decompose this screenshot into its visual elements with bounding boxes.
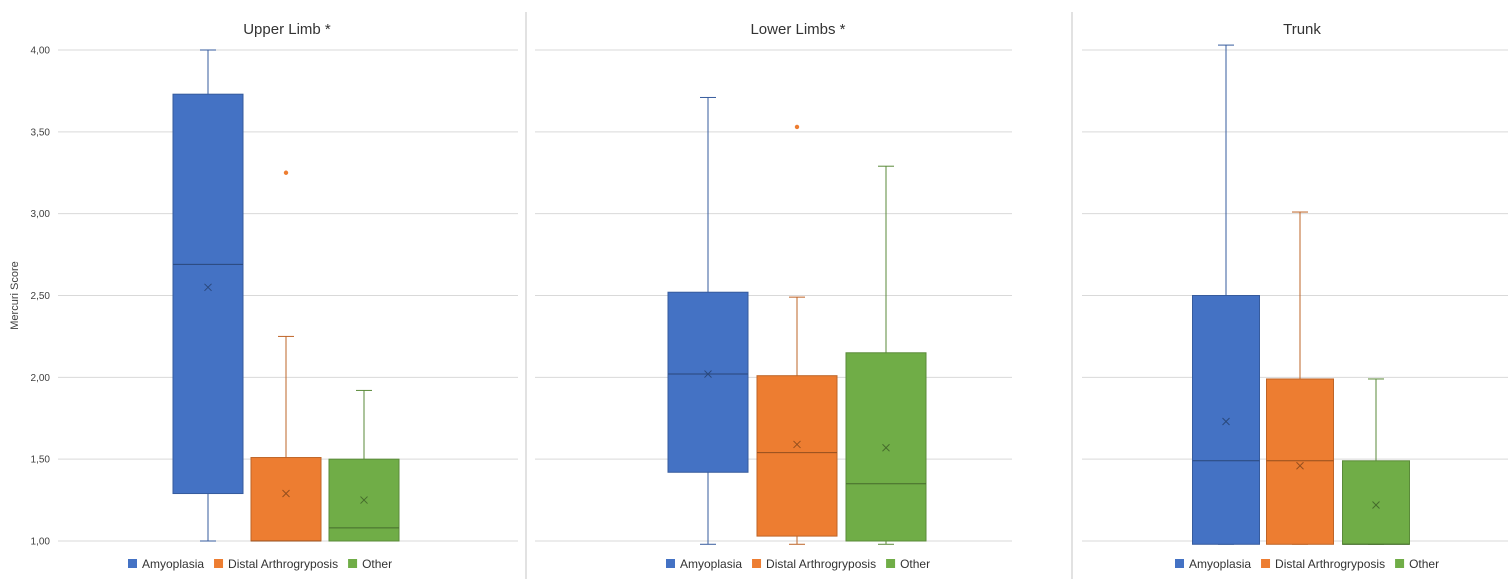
y-tick-label: 4,00	[31, 46, 51, 57]
legend-swatch	[348, 559, 358, 568]
chart-title: Trunk	[1283, 21, 1321, 38]
box-distal-arthrogryposis	[1266, 211, 1334, 545]
mean-marker	[1222, 417, 1230, 426]
chart-title: Upper Limb *	[243, 21, 331, 38]
y-tick-label: 3,50	[31, 127, 51, 138]
box-body	[250, 457, 322, 542]
y-tick-label: 1,50	[31, 455, 51, 466]
mean-marker	[1296, 461, 1304, 470]
outlier-point	[794, 124, 800, 130]
legend: Amyoplasia Distal Arthrogryposis Other	[666, 557, 930, 571]
y-tick-label: 2,00	[31, 373, 51, 384]
box-body	[172, 93, 244, 495]
box-body	[845, 352, 927, 542]
legend-swatch	[1175, 559, 1184, 568]
box-body	[756, 375, 838, 537]
mean-marker	[282, 489, 290, 498]
chart-panel-2: Lower Limbs * Amyoplasia Distal Arthrogryp…	[535, 21, 1012, 571]
box-body	[667, 291, 749, 473]
mean-marker	[204, 283, 212, 292]
chart-panel-3: Trunk Amyoplasia Distal Arthrogryposis Othe…	[1082, 21, 1508, 571]
legend-entry: Amyoplasia	[142, 557, 204, 571]
box-other	[845, 165, 927, 545]
mean-marker	[1372, 501, 1380, 509]
legend-entry: Amyoplasia	[680, 557, 742, 571]
box-other	[328, 389, 400, 542]
outlier-point	[283, 170, 289, 175]
legend-swatch	[1261, 559, 1271, 568]
box-body	[1266, 378, 1334, 545]
legend-swatch	[886, 559, 896, 568]
y-tick-label: 3,00	[31, 209, 51, 220]
mean-marker	[360, 496, 368, 504]
legend-swatch	[128, 559, 137, 568]
legend-entry: Other	[900, 557, 930, 571]
chart-title: Lower Limbs *	[750, 21, 845, 38]
box-amyoplasia	[667, 96, 749, 545]
mean-marker	[793, 440, 801, 449]
legend-swatch	[666, 559, 675, 568]
legend-entry: Distal Arthrogryposis	[228, 557, 338, 571]
y-axis-label: Mercuri Score	[9, 261, 21, 329]
legend-entry: Amyoplasia	[1189, 557, 1251, 571]
legend-entry: Distal Arthrogryposis	[766, 557, 876, 571]
legend-swatch	[214, 559, 224, 568]
legend-entry: Other	[362, 557, 392, 571]
y-tick-label: 2,50	[31, 291, 51, 302]
box-distal-arthrogryposis	[756, 124, 838, 545]
legend: Amyoplasia Distal Arthrogryposis Other	[128, 557, 392, 571]
legend-swatch	[752, 559, 762, 568]
legend-entry: Distal Arthrogryposis	[1275, 557, 1385, 571]
legend: Amyoplasia Distal Arthrogryposis Other	[1175, 557, 1439, 571]
box-amyoplasia	[172, 49, 244, 542]
box-distal-arthrogryposis	[250, 170, 322, 542]
box-body	[1342, 460, 1410, 545]
y-tick-label: 1,00	[31, 537, 51, 548]
mean-marker	[882, 443, 890, 452]
legend-swatch	[1395, 559, 1405, 568]
legend-entry: Other	[1409, 557, 1439, 571]
mean-marker	[704, 370, 712, 378]
box-other	[1342, 378, 1410, 545]
box-body	[1192, 295, 1260, 545]
chart-panel-1: Upper Limb * 1,00 1,50 2,00 2,50 3,00 3,50 4,00…	[9, 21, 518, 571]
box-amyoplasia	[1192, 44, 1260, 545]
